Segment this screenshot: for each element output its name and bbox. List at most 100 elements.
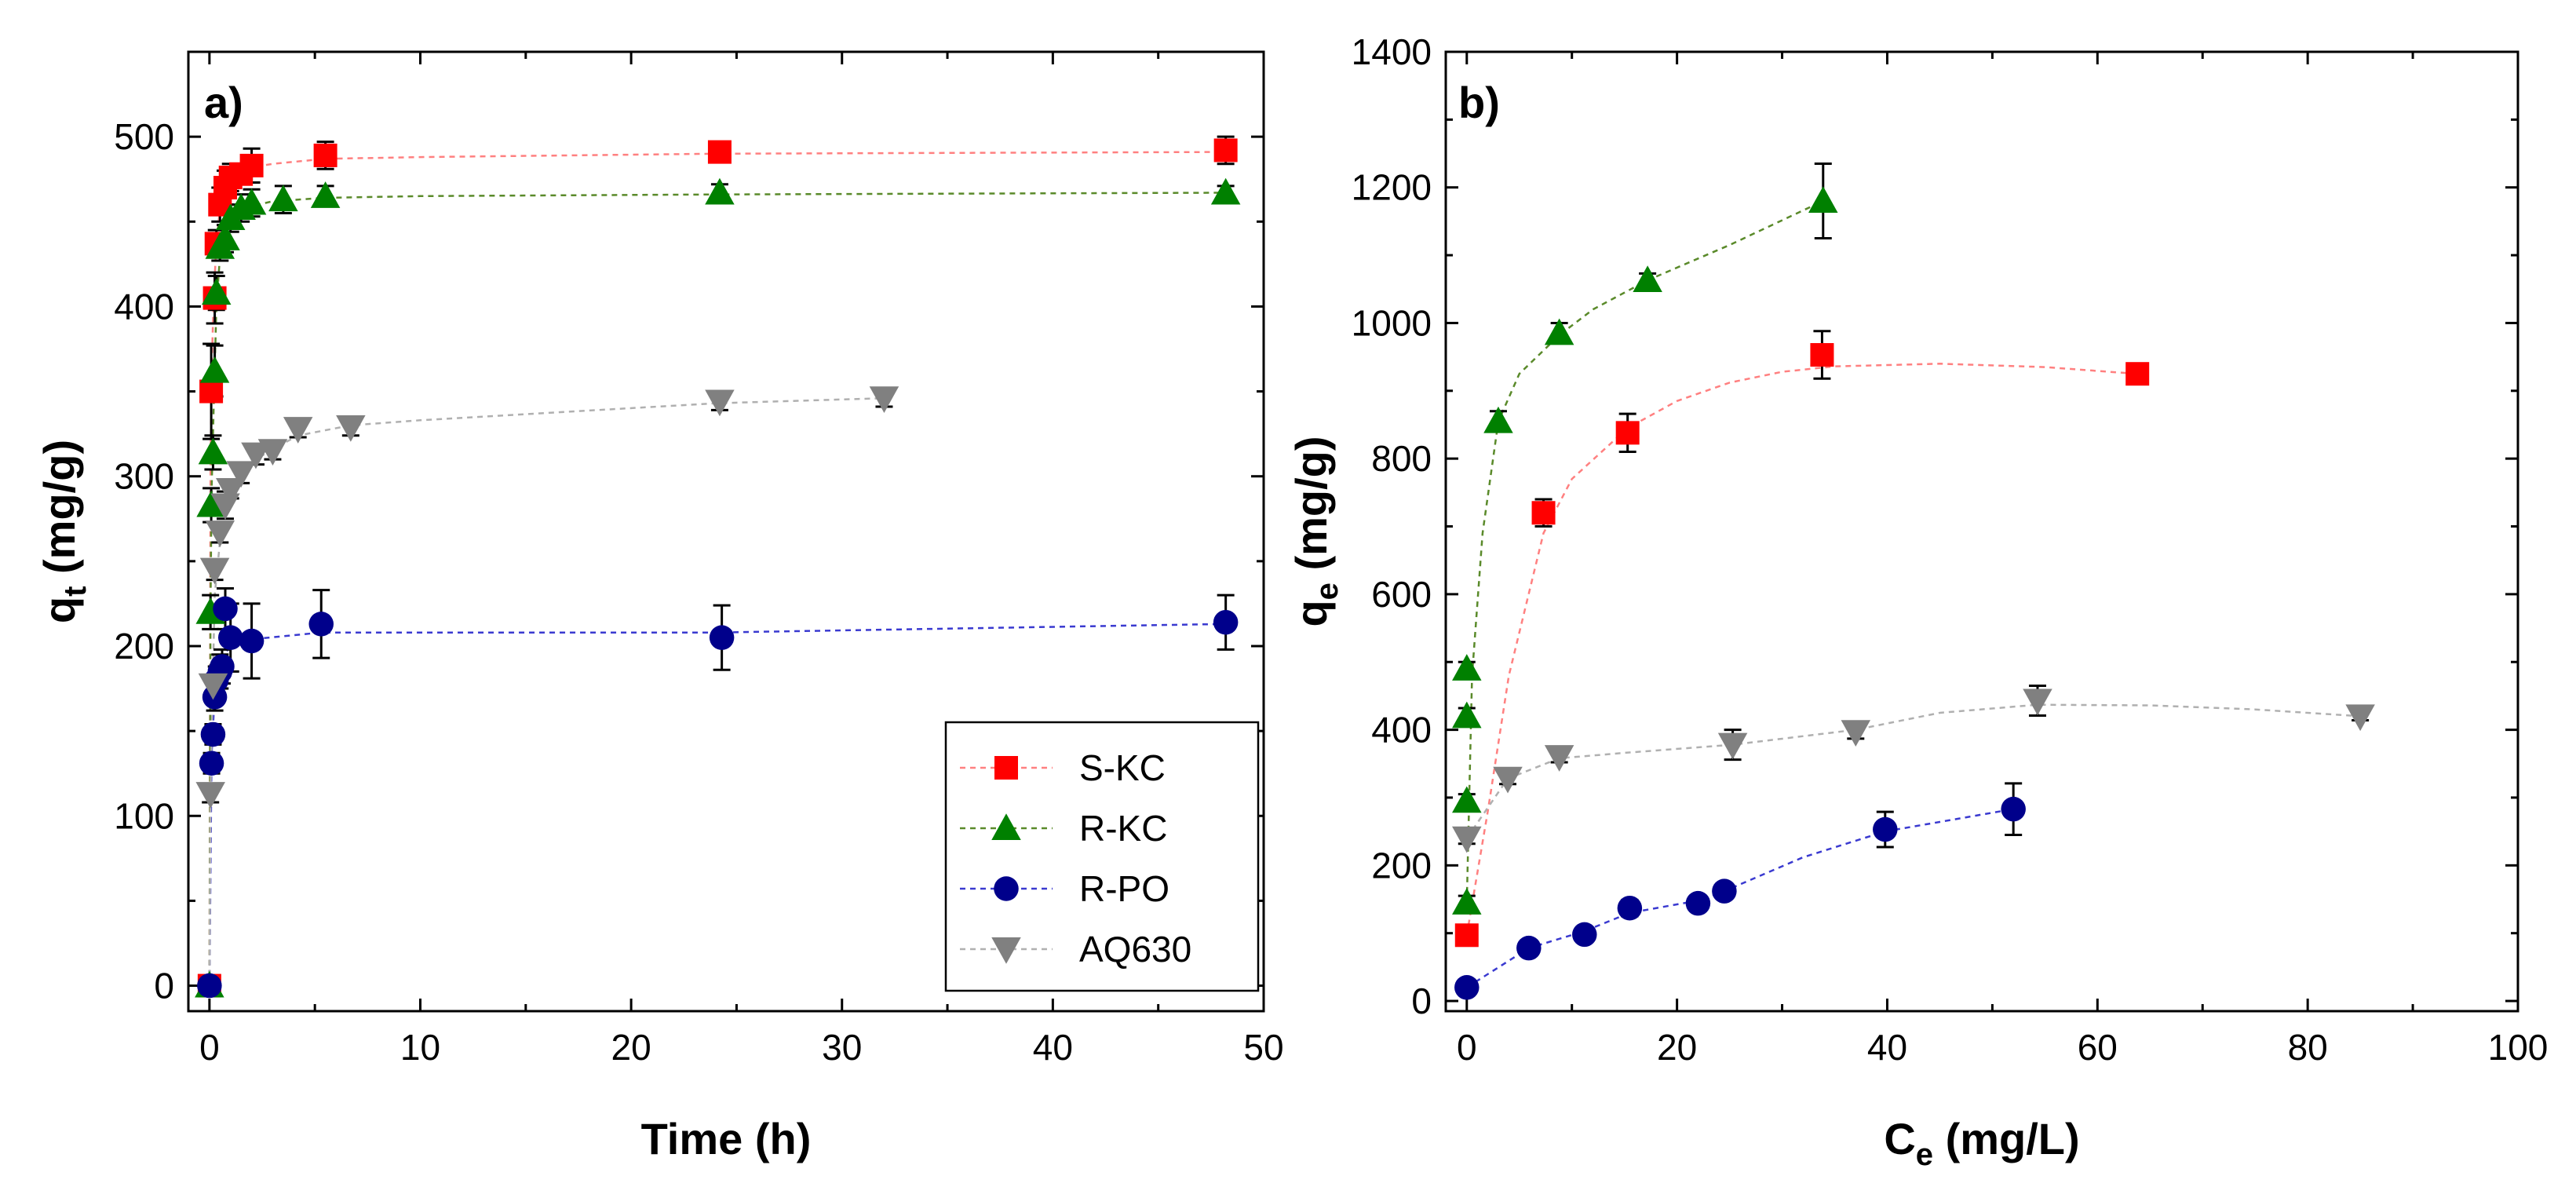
panel-b-point-r-po [1617,895,1643,921]
panel-a-point-r-kc [199,356,230,383]
panel-b-point-r-kc [1808,186,1838,213]
panel-a-x-tick-label: 30 [822,1027,862,1068]
panel-b-y-title-unit: (mg/g) [1286,436,1336,583]
panel-b-point-aq630 [1452,826,1482,853]
panel-a-point-r-kc [198,437,228,465]
panel-a-y-tick-label: 500 [114,116,174,157]
panel-a-point-r-kc [196,490,226,517]
panel-b-y-title-sub: e [1310,583,1345,600]
panel-b-point-r-kc [1452,654,1482,681]
panel-b-data-points [1452,186,2375,1000]
panel-b-point-r-po [1685,890,1711,916]
panel-a-frame [187,50,1265,1013]
panel-a-fit-line-aq630 [208,396,885,986]
panel-a-point-r-kc [201,278,232,305]
panel-b-y-tick-label: 1200 [1352,167,1432,208]
panel-a-y-title-sub: t [58,586,93,597]
panel-b-x-tick-label: 20 [1657,1027,1697,1068]
panel-a-point-s-kc [707,140,732,164]
panel-b-x-tick-label: 80 [2288,1027,2328,1068]
panel-a-point-aq630 [705,389,735,417]
panel-a-y-title-unit: (mg/g) [35,440,84,586]
panel-b-fit-line-r-kc [1465,199,1824,903]
panel-a-point-aq630 [336,415,366,442]
panel-a-point-r-kc [1210,177,1241,205]
panel-a-point-aq630 [257,439,288,466]
panel-a-point-s-kc [313,143,338,167]
panel-a-x-tick-label: 10 [400,1027,440,1068]
panel-a-point-r-kc [705,177,735,205]
panel-b-fit-line-s-kc [1465,363,2138,936]
panel-a-y-tick-label: 100 [114,795,174,836]
panel-b-x-title-unit: (mg/L) [1933,1114,2080,1163]
panel-a-point-aq630 [215,478,246,505]
panel-a-point-r-kc [236,188,267,215]
panel-b-point-r-kc [1452,888,1482,915]
panel-a-point-s-kc [199,379,224,404]
panel-b-point-aq630 [2345,704,2375,732]
panel-b-y-title-main: q [1286,600,1336,626]
panel-b-x-tick-label: 60 [2078,1027,2118,1068]
legend-label-r-kc: R-KC [1079,808,1167,849]
panel-b-point-s-kc [1810,343,1834,367]
panel-b-point-r-kc [1452,701,1482,729]
panel-a-point-s-kc [1213,138,1238,163]
panel-a-point-r-po [239,628,265,654]
panel-b-fit-lines [1465,199,2361,988]
panel-b-frame [1444,50,2519,1013]
panel-a-point-aq630 [205,520,235,547]
panel-a-point-aq630 [195,782,225,809]
panel-b-point-r-kc [1544,318,1574,345]
panel-a-point-r-po [199,751,224,776]
panel-b-error-bars [1458,162,2370,992]
panel-a-point-aq630 [869,386,899,413]
legend-marker-s-kc [994,756,1018,780]
panel-b-point-aq630 [1841,720,1871,747]
panel-b-point-s-kc [2125,362,2150,386]
panel-a-x-tick-label: 0 [199,1027,220,1068]
panel-b-point-r-po [2001,796,2026,822]
panel-a-point-aq630 [226,461,256,488]
panel-b-point-aq630 [1493,766,1523,794]
panel-b-y-tick-label: 200 [1371,845,1432,886]
panel-a-x-axis-title: Time (h) [641,1114,812,1163]
panel-b-point-r-po [1873,816,1898,842]
panel-a-data-points [195,138,1241,999]
panel-b-x-tick-label: 40 [1867,1027,1907,1068]
panel-a-point-aq630 [198,673,228,700]
legend-marker-r-kc [991,813,1021,840]
panel-b-label: b) [1458,78,1500,127]
panel-b-y-tick-label: 1000 [1352,302,1432,343]
panel-a-point-r-po [308,612,334,637]
panel-a: a) Time (h) qt (mg/g) 0 10 20 30 40 500100200… [35,50,1284,1163]
panel-a-point-r-po [709,625,735,650]
panel-b-point-r-po [1572,922,1597,948]
panel-a-y-tick-label: 200 [114,626,174,667]
panel-a-y-title-main: q [35,597,84,623]
legend-label-s-kc: S-KC [1079,747,1166,788]
panel-b-point-r-po [1712,878,1737,904]
panel-a-point-r-po [200,721,226,747]
panel-a-point-r-po [217,625,243,650]
panel-b-y-tick-label: 400 [1371,710,1432,751]
panel-a-y-tick-label: 300 [114,456,174,497]
panel-a-point-aq630 [283,417,313,444]
panel-b-point-r-kc [1633,265,1662,293]
panel-b-point-s-kc [1615,421,1640,445]
legend-label-r-po: R-PO [1079,868,1169,909]
panel-a-x-tick-label: 20 [611,1027,651,1068]
legend: S-KC R-KC R-PO AQ630 [944,721,1260,992]
panel-b-point-aq630 [2023,688,2052,716]
panel-b-x-tick-label: 100 [2488,1027,2549,1068]
panel-a-y-tick-label: 400 [114,286,174,327]
panel-b-point-s-kc [1531,501,1556,525]
panel-b-fit-line-r-po [1466,808,2014,988]
panel-a-point-r-kc [310,181,341,208]
panel-a-y-axis-title: qt (mg/g) [35,440,93,623]
panel-b-point-s-kc [1454,923,1479,948]
panel-a-point-aq630 [241,442,271,469]
panel-b-x-title-sub: e [1916,1138,1933,1172]
